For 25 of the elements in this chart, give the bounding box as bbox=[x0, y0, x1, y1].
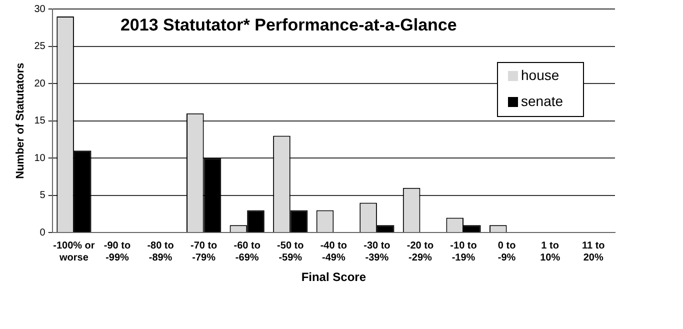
y-tick-label: 25 bbox=[34, 41, 46, 52]
x-tick-label: -90 to -99% bbox=[104, 240, 131, 264]
x-tick-label: 0 to -9% bbox=[498, 240, 516, 264]
y-axis-title: Number of Statutators bbox=[14, 62, 27, 179]
y-tick-label: 10 bbox=[34, 152, 46, 164]
legend-label: senate bbox=[521, 92, 564, 109]
y-tick-label: 20 bbox=[34, 78, 46, 90]
x-tick-label: -80 to -89% bbox=[147, 240, 174, 264]
y-tick-label: 30 bbox=[34, 4, 46, 15]
x-axis-title: Final Score bbox=[301, 270, 366, 284]
x-tick-label: 1 to 10% bbox=[540, 240, 560, 264]
y-tick-label: 15 bbox=[34, 116, 46, 127]
x-tick-label: 11 to 20% bbox=[582, 240, 605, 264]
x-tick-label: -40 to -49% bbox=[320, 240, 347, 264]
x-tick-label: -60 to -69% bbox=[234, 240, 260, 264]
x-tick-label: -10 to -19% bbox=[450, 240, 477, 264]
y-tick-label: 5 bbox=[40, 190, 46, 202]
x-tick-label: -50 to -59% bbox=[277, 240, 304, 264]
x-tick-label: -100% or worse bbox=[53, 240, 95, 264]
x-tick-label: -30 to -39% bbox=[364, 240, 390, 264]
x-tick-label: -20 to -29% bbox=[406, 240, 434, 264]
chart-title: 2013 Statutator* Performance-at-a-Glance bbox=[120, 16, 457, 35]
y-tick-label: 0 bbox=[40, 227, 46, 238]
legend-label: house bbox=[521, 66, 560, 83]
x-tick-label: -70 to -79% bbox=[190, 240, 218, 264]
